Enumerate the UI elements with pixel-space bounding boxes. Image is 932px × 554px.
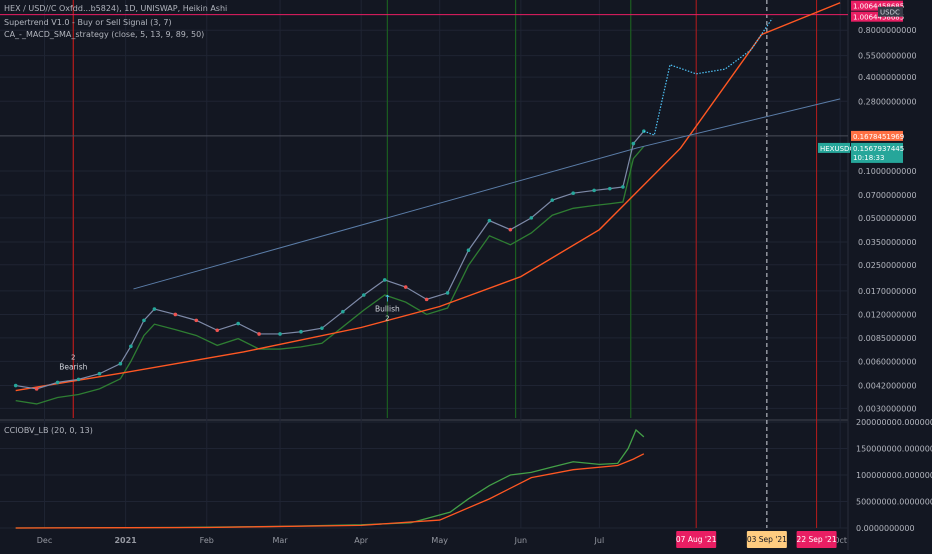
date-marker-label: 03 Sep '21 [747,535,787,544]
price-point [320,326,324,330]
price-point [608,186,612,191]
symbol-legend[interactable]: HEX / USD//C Oxfdd...b5824), 1D, UNISWAP… [4,4,228,13]
price-point [592,188,596,193]
y-tick-label: 0.0120000000 [858,310,917,319]
supertrend-line [15,145,645,405]
price-point [362,293,366,297]
price-point [403,285,408,289]
price-point [142,318,146,323]
cciobv-legend[interactable]: CCIOBV_LB (20, 0, 13) [4,426,93,435]
price-point [236,321,240,326]
x-tick-label: Dec [37,536,52,545]
obv-y-tick-label: 100000000.0000000000 [856,471,932,480]
price-point [631,141,636,146]
price-point [34,387,39,391]
countdown-text: 10:18:33 [853,154,884,162]
x-tick-label: 2021 [114,536,137,545]
price-tag-box [851,11,903,22]
price-point [129,344,133,349]
annotation-count: 2 [385,315,389,323]
y-tick-label: 0.5500000000 [858,52,917,61]
annotation-count: 2 [71,353,75,361]
y-tick-label: 0.0250000000 [858,261,917,270]
usdc-tag-text: USDC [880,9,900,17]
parabola-curve [15,2,841,392]
price-point [508,227,513,232]
annotation-bearish: Bearish [59,362,87,371]
y-tick-label: 0.0030000000 [858,404,917,413]
x-tick-label: Mar [273,536,289,545]
date-marker-box [796,531,837,548]
x-tick-label: Apr [354,536,369,545]
obv-y-tick-label: 0.0000000000 [856,524,915,533]
price-point [278,332,282,336]
price-line [15,130,645,390]
date-marker-box [746,531,787,548]
x-tick-label: Oct [833,536,847,545]
y-tick-label: 0.1000000000 [858,167,917,176]
x-tick-label: Jul [594,536,605,545]
trend-line [133,98,841,290]
x-tick-label: Jun [514,536,528,545]
y-tick-label: 0.0700000000 [858,191,917,200]
y-tick-label: 0.0350000000 [858,238,917,247]
price-tag-text: 1.0064458685 [853,14,904,22]
y-tick-label: 0.0042000000 [858,382,917,391]
price-point [382,278,387,282]
date-marker-label: 22 Sep '21 [797,535,837,544]
symbol-tag-box [818,142,850,153]
obv-signal-line [15,453,645,529]
price-point [445,291,450,295]
y-tick-label: 0.0170000000 [858,287,917,296]
y-tick-label: 0.2800000000 [858,97,917,106]
price-point [97,371,102,376]
annotation-bullish: Bullish [375,305,400,314]
price-point [173,312,178,317]
supertrend-legend[interactable]: Supertrend V1.0 - Buy or Sell Signal (3,… [4,18,172,27]
price-tag-text: 0.1567937445 [853,145,904,153]
date-marker-label: 07 Aug '21 [676,535,717,544]
symbol-tag-text: HEXUSDC [820,145,854,153]
obv-y-tick-label: 200000000.0000000000 [856,418,932,427]
y-tick-label: 0.0060000000 [858,357,917,366]
price-tag-box [851,142,903,163]
price-point [55,380,60,385]
price-point [571,191,575,195]
price-point [299,329,303,334]
price-point [466,248,471,253]
price-tag-box [851,0,903,11]
price-point [76,377,81,382]
y-tick-label: 0.4000000000 [858,73,917,82]
price-point [529,216,534,220]
price-point [152,307,157,311]
price-point [13,383,18,388]
bullish-arrow-icon: ↑ [384,295,392,305]
price-point [550,198,555,202]
usdc-tag-box [878,6,903,17]
price-point [424,297,429,302]
price-point [621,185,625,189]
x-tick-label: May [431,536,448,545]
price-tag-box [851,130,903,141]
y-tick-label: 0.0085000000 [858,334,917,343]
obv-y-tick-label: 150000000.0000000000 [856,445,932,454]
price-tag-text: 0.1678451969 [853,133,904,141]
price-point [194,318,199,323]
price-point [257,332,261,336]
macd-legend[interactable]: CA_-_MACD_SMA_strategy (close, 5, 13, 9,… [4,30,205,39]
price-point [118,361,123,366]
price-point [341,309,345,314]
y-tick-label: 0.0500000000 [858,214,917,223]
y-tick-label: 0.8000000000 [858,26,917,35]
x-tick-label: Feb [200,536,214,545]
obv-y-tick-label: 50000000.0000000000 [856,498,932,507]
price-point [215,328,220,333]
date-marker-box [676,531,717,548]
price-point [487,218,492,223]
